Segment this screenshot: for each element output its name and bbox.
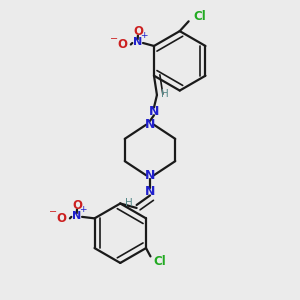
Text: +: + xyxy=(80,205,87,214)
Text: −: − xyxy=(110,34,118,44)
Text: O: O xyxy=(133,25,143,38)
Text: N: N xyxy=(149,105,159,118)
Text: H: H xyxy=(160,88,168,98)
Text: N: N xyxy=(145,169,155,182)
Text: −: − xyxy=(50,207,58,218)
Text: Cl: Cl xyxy=(193,10,206,23)
Text: Cl: Cl xyxy=(153,255,166,268)
Text: N: N xyxy=(145,118,155,131)
Text: N: N xyxy=(145,185,155,198)
Text: H: H xyxy=(125,199,133,208)
Text: O: O xyxy=(117,38,127,51)
Text: N: N xyxy=(133,38,142,47)
Text: N: N xyxy=(72,211,81,221)
Text: +: + xyxy=(140,31,148,40)
Text: O: O xyxy=(72,199,82,212)
Text: O: O xyxy=(56,212,66,225)
